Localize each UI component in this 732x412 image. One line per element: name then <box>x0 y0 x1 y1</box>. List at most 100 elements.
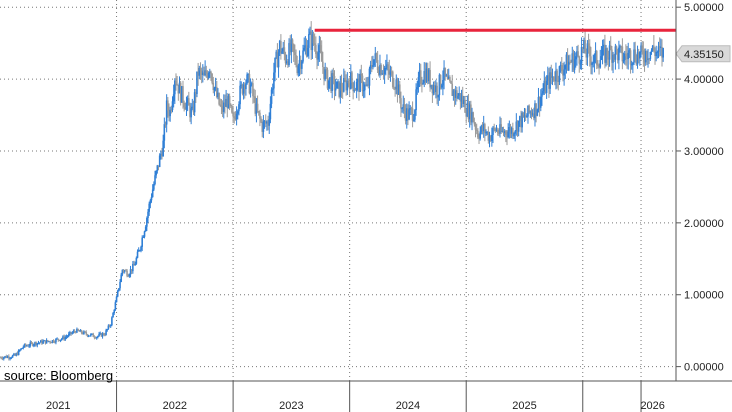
candle-body <box>137 250 140 252</box>
candle-body <box>45 340 48 344</box>
candle-body <box>240 84 243 86</box>
candle-body <box>343 78 345 92</box>
y-tick-label: 4.00000 <box>684 74 724 86</box>
candle-body <box>376 59 379 71</box>
candle-body <box>118 288 120 291</box>
candle-body <box>232 112 234 117</box>
candle-body <box>642 50 645 60</box>
candle-body <box>49 341 51 343</box>
candle-body <box>107 325 110 330</box>
candle-body <box>542 91 544 94</box>
candle-body <box>640 45 642 52</box>
candle-body <box>442 80 444 86</box>
candle-body <box>432 85 435 94</box>
candle-body <box>320 50 323 62</box>
candle-body <box>76 328 78 333</box>
candle-body <box>545 80 548 93</box>
candle-body <box>220 105 223 107</box>
candle-body <box>134 263 136 266</box>
candle-body <box>398 84 401 99</box>
candle-body <box>227 96 230 109</box>
y-tick-label: 3.00000 <box>684 146 724 158</box>
y-tick-label: 1.00000 <box>684 290 724 302</box>
candle-body <box>620 46 623 48</box>
candle-body <box>331 73 333 91</box>
candle-body <box>23 344 26 347</box>
candle-body <box>494 128 497 131</box>
candle-body <box>126 270 128 276</box>
candle-body <box>202 72 204 75</box>
candle-body <box>656 51 659 53</box>
candle-body <box>72 331 75 333</box>
candle-body <box>153 184 155 190</box>
candle-body <box>8 356 10 359</box>
candle-body <box>304 45 307 48</box>
candle-body <box>559 65 562 67</box>
candle-body <box>366 84 368 86</box>
candle-body <box>546 75 549 81</box>
candle-body <box>643 59 646 63</box>
candle-body <box>377 70 380 75</box>
candle-body <box>332 73 335 77</box>
candle-body <box>612 54 614 63</box>
candle-body <box>365 84 367 86</box>
candle-body <box>433 85 436 92</box>
candle-body <box>48 341 50 343</box>
candle-body <box>467 102 470 120</box>
candle-body <box>28 345 30 347</box>
candle-body <box>391 71 394 87</box>
candle-body <box>283 47 286 55</box>
candle-body <box>513 133 515 137</box>
candle-body <box>657 46 660 52</box>
candle-body <box>80 330 83 333</box>
candle-body <box>309 31 311 35</box>
candle-body <box>188 98 190 106</box>
overlay-layer: 4.35150 <box>314 28 731 63</box>
candle-body <box>239 85 241 105</box>
candle-body <box>242 84 245 94</box>
candle-body <box>248 74 251 94</box>
candle-body <box>451 83 454 96</box>
candle-body <box>587 43 590 46</box>
candle-body <box>203 72 205 76</box>
candle-body <box>626 56 628 60</box>
candle-body <box>613 54 616 60</box>
candle-body <box>282 47 285 52</box>
candle-body <box>50 342 53 344</box>
candle-body <box>58 339 61 341</box>
candle-body <box>88 335 91 337</box>
candle-body <box>466 102 469 117</box>
candle-body <box>599 60 602 68</box>
candle-body <box>660 46 662 48</box>
candle-body <box>229 104 232 107</box>
candle-body <box>257 111 260 113</box>
candle-body <box>443 67 445 81</box>
candle-body <box>128 274 131 277</box>
candle-body <box>480 125 483 132</box>
candle-body <box>55 338 57 343</box>
candle-body <box>151 189 154 198</box>
candle-body <box>161 153 163 157</box>
candle-body <box>474 124 477 130</box>
candle-body <box>235 113 238 120</box>
candle-body <box>464 99 466 113</box>
candle-body <box>500 124 502 132</box>
candle-body <box>577 51 579 57</box>
candle-body <box>292 44 295 53</box>
candle-body <box>654 50 656 57</box>
candle-body <box>62 336 64 339</box>
candle-body <box>367 84 370 86</box>
candle-body <box>563 69 565 76</box>
candle-body <box>210 71 212 74</box>
candle-body <box>211 73 213 83</box>
candle-body <box>208 71 211 73</box>
candle-body <box>15 353 18 356</box>
candle-body <box>148 203 150 212</box>
candle-body <box>101 333 104 337</box>
candle-body <box>362 90 365 92</box>
candle-body <box>449 77 451 82</box>
candle-body <box>627 52 630 60</box>
candle-body <box>570 61 572 63</box>
candle-body <box>496 129 499 133</box>
candle-body <box>655 52 657 57</box>
